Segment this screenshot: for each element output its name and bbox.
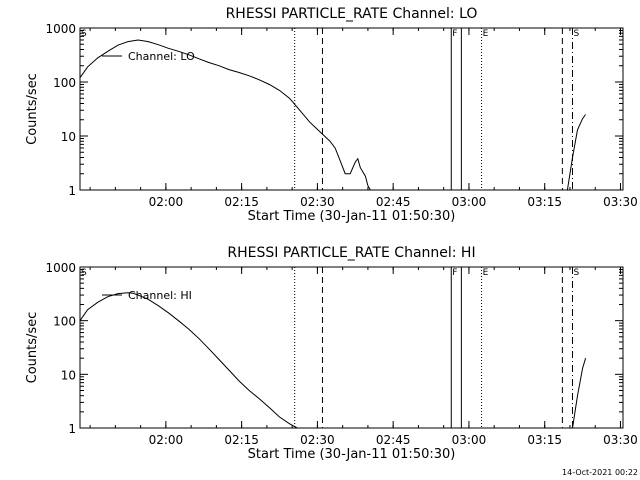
x-tick-label: 02:30 xyxy=(300,195,335,209)
event-marker-label: F xyxy=(452,268,457,278)
y-axis-label: Counts/sec xyxy=(25,73,40,145)
y-tick-label: 1000 xyxy=(45,22,76,36)
x-tick-label: 03:30 xyxy=(603,195,638,209)
legend-label: Channel: LO xyxy=(128,50,195,63)
panel-hi: RHESSI PARTICLE_RATE Channel: HI 02:00 02:… xyxy=(25,245,638,462)
x-axis-label: Start Time (30-Jan-11 01:50:30) xyxy=(248,447,456,462)
y-tick-label: 1 xyxy=(68,422,76,436)
event-marker-label: E xyxy=(483,268,489,278)
x-tick-label: 03:15 xyxy=(527,195,562,209)
x-tick-label: 02:15 xyxy=(224,433,259,447)
x-tick-label: 02:45 xyxy=(376,433,411,447)
x-tick-label: 03:00 xyxy=(452,195,487,209)
event-marker-label: E xyxy=(483,29,489,39)
y-axis-label: Counts/sec xyxy=(25,312,40,384)
chart-title: RHESSI PARTICLE_RATE Channel: HI xyxy=(227,245,475,261)
x-tick-label: 03:30 xyxy=(603,433,638,447)
event-marker-label: F xyxy=(452,29,457,39)
y-tick-label: 100 xyxy=(53,315,76,329)
plot-frame xyxy=(79,266,624,429)
series-line xyxy=(566,114,587,191)
y-tick-label: 10 xyxy=(61,130,76,144)
series-line xyxy=(79,292,298,429)
x-tick-label: 02:00 xyxy=(149,433,184,447)
y-tick-label: 1 xyxy=(68,184,76,198)
event-marker-label: S xyxy=(573,29,579,39)
x-tick-label: 03:00 xyxy=(452,433,487,447)
x-tick-label: 02:30 xyxy=(300,433,335,447)
series-line xyxy=(572,358,587,429)
x-tick-label: 02:00 xyxy=(149,195,184,209)
event-marker-label: S xyxy=(81,29,87,39)
x-tick-label: 02:15 xyxy=(224,195,259,209)
legend-label: Channel: HI xyxy=(128,289,192,302)
y-tick-label: 100 xyxy=(53,76,76,90)
plot-frame xyxy=(79,27,624,191)
chart-title: RHESSI PARTICLE_RATE Channel: LO xyxy=(226,6,478,22)
event-marker-label: S xyxy=(81,268,87,278)
x-tick-label: 03:15 xyxy=(527,433,562,447)
series-line xyxy=(79,39,371,191)
y-tick-label: 1000 xyxy=(45,261,76,275)
panel-lo: RHESSI PARTICLE_RATE Channel: LO 02:00 02:… xyxy=(25,6,638,224)
event-marker-label: S xyxy=(573,268,579,278)
x-axis-label: Start Time (30-Jan-11 01:50:30) xyxy=(248,209,456,224)
y-tick-label: 10 xyxy=(61,368,76,382)
footer-timestamp: 14-Oct-2021 00:22 xyxy=(562,468,638,477)
x-tick-label: 02:45 xyxy=(376,195,411,209)
